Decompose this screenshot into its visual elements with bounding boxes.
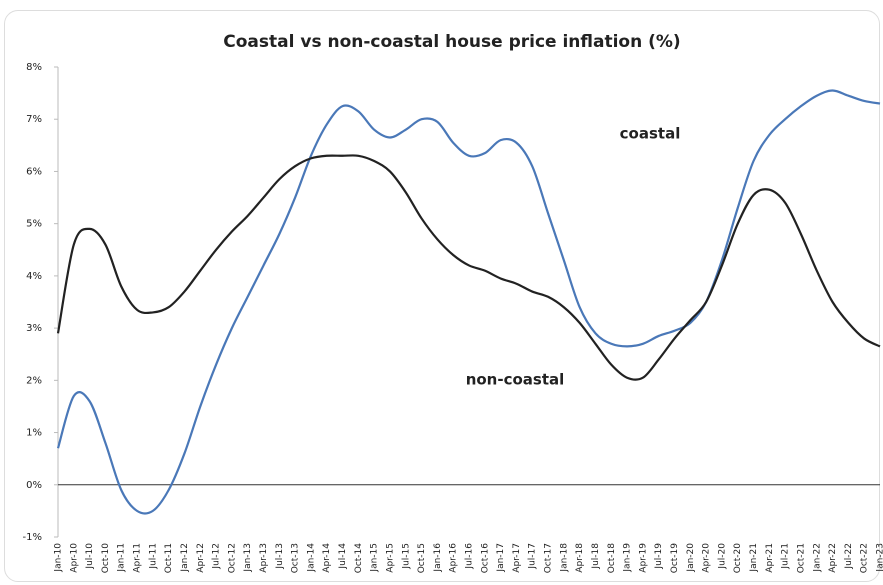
x-tick-label: Oct-10 [101, 543, 111, 574]
x-tick-label: Oct-16 [480, 543, 490, 574]
x-tick-label: Oct-12 [227, 543, 237, 573]
x-tick-label: Apr-10 [69, 543, 79, 573]
x-tick-label: Jul-15 [401, 543, 411, 570]
chart-title: Coastal vs non-coastal house price infla… [223, 32, 680, 52]
series-label: coastal [620, 125, 681, 143]
x-tick-label: Jan-16 [433, 543, 443, 573]
x-tick-label: Jul-18 [591, 543, 601, 570]
x-tick-label: Jan-18 [559, 543, 569, 573]
x-tick-label: Jan-13 [243, 543, 253, 573]
x-tick-label: Jan-14 [306, 543, 316, 573]
y-tick-label: -1% [23, 532, 42, 543]
x-tick-label: Apr-18 [575, 543, 585, 573]
x-tick-label: Apr-15 [385, 543, 395, 573]
x-tick-label: Oct-11 [164, 543, 174, 573]
y-tick-label: 8% [26, 62, 42, 73]
x-tick-label: Oct-18 [607, 543, 617, 574]
x-tick-label: Jan-11 [117, 543, 127, 573]
x-tick-label: Jan-20 [686, 543, 696, 573]
x-tick-label: Oct-19 [670, 543, 680, 574]
x-tick-label: Oct-17 [544, 543, 554, 573]
x-tick-label: Apr-14 [322, 543, 332, 573]
x-tick-label: Jul-14 [338, 543, 348, 570]
x-tick-label: Jul-11 [148, 543, 158, 570]
y-tick-label: 3% [26, 323, 42, 334]
x-tick-label: Jul-16 [465, 543, 475, 570]
y-tick-label: 7% [26, 114, 42, 125]
line [56, 89, 881, 515]
x-tick-label: Apr-20 [702, 543, 712, 573]
x-tick-label: Jul-20 [717, 543, 727, 570]
x-tick-label: Oct-20 [733, 543, 743, 574]
line [56, 154, 881, 381]
x-tick-label: Apr-16 [449, 543, 459, 573]
series-label: non-coastal [466, 371, 565, 389]
card [4, 10, 880, 582]
x-tick-label: Oct-22 [860, 543, 870, 573]
x-tick-label: Jul-17 [528, 543, 538, 570]
x-tick-label: Jul-12 [212, 543, 222, 570]
y-tick-label: 6% [26, 166, 42, 177]
x-tick-label: Jan-12 [180, 543, 190, 573]
x-tick-label: Jul-13 [275, 543, 285, 570]
x-tick-label: Oct-14 [354, 543, 364, 574]
x-tick-label: Oct-21 [796, 543, 806, 573]
x-tick-label: Oct-15 [417, 543, 427, 573]
x-tick-label: Jan-19 [623, 543, 633, 573]
y-tick-label: 0% [26, 480, 42, 491]
x-tick-label: Apr-13 [259, 543, 269, 573]
x-tick-label: Jan-17 [496, 543, 506, 573]
y-tick-label: 4% [26, 271, 42, 282]
x-tick-label: Jan-15 [370, 543, 380, 573]
x-tick-label: Apr-12 [196, 543, 206, 573]
x-tick-label: Apr-17 [512, 543, 522, 573]
x-tick-label: Jul-21 [781, 543, 791, 570]
x-tick-label: Jan-22 [812, 543, 822, 573]
x-tick-label: Apr-22 [828, 543, 838, 573]
y-tick-label: 5% [26, 219, 42, 230]
x-tick-label: Jul-22 [844, 543, 854, 570]
y-tick-label: 1% [26, 428, 42, 439]
x-tick-label: Jul-19 [654, 543, 664, 570]
x-tick-label: Apr-19 [638, 543, 648, 573]
x-tick-label: Apr-21 [765, 543, 775, 573]
y-tick-label: 2% [26, 375, 42, 386]
x-tick-label: Jan-23 [876, 543, 883, 573]
x-tick-label: Jan-21 [749, 543, 759, 573]
x-tick-label: Oct-13 [291, 543, 301, 573]
x-tick-label: Apr-11 [133, 543, 143, 573]
x-tick-label: Jan-10 [54, 543, 64, 573]
x-tick-label: Jul-10 [85, 543, 95, 570]
